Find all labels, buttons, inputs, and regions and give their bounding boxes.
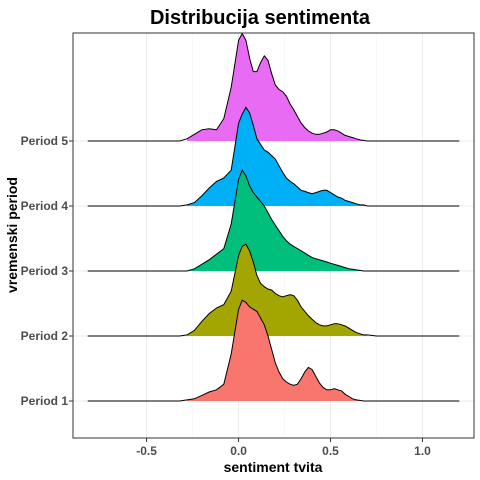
ridge-period-2 xyxy=(87,243,460,337)
ridge-fill xyxy=(187,107,368,206)
ridge-period-4 xyxy=(87,106,460,207)
ridge-outline xyxy=(87,299,460,402)
x-axis-title: sentiment tvita xyxy=(224,459,323,475)
x-tick-label: 0.5 xyxy=(322,444,339,458)
ridge-period-3 xyxy=(87,169,460,272)
panel-border xyxy=(72,32,475,439)
ridge-outline xyxy=(87,243,460,337)
ridge-fill xyxy=(187,170,368,271)
y-tick-label: Period 2 xyxy=(21,329,69,343)
ridge-period-1 xyxy=(87,299,460,402)
y-tick-label: Period 3 xyxy=(21,264,69,278)
ridges xyxy=(87,32,460,402)
x-tick-label: 0.0 xyxy=(230,444,247,458)
y-axis: Period 1 Period 2 Period 3 Period 4 Period 5 xyxy=(21,134,73,408)
x-tick-label: 1.0 xyxy=(414,444,431,458)
y-axis-title: vremenski period xyxy=(4,177,20,293)
ridge-outline xyxy=(87,106,460,207)
x-tick-label: -0.5 xyxy=(136,444,157,458)
y-tick-label: Period 1 xyxy=(21,394,69,408)
x-axis: -0.5 0.0 0.5 1.0 xyxy=(136,438,431,458)
ridge-outline xyxy=(87,169,460,272)
ridge-fill xyxy=(187,300,368,401)
y-tick-label: Period 4 xyxy=(21,199,69,213)
ridge-outline xyxy=(87,32,460,142)
ridge-fill xyxy=(187,244,368,336)
ridge-period-5 xyxy=(87,32,460,142)
chart-title: Distribucija sentimenta xyxy=(150,7,371,29)
y-tick-label: Period 5 xyxy=(21,134,69,148)
